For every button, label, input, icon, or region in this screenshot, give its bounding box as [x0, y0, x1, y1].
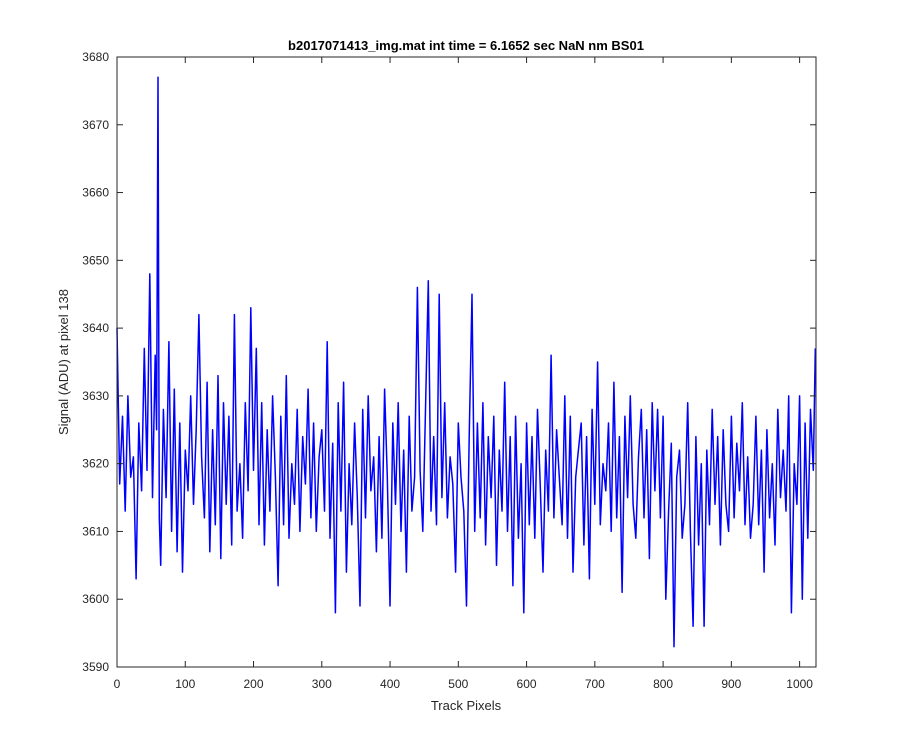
- x-tick-label: 600: [517, 677, 537, 691]
- x-tick-label: 900: [721, 677, 741, 691]
- axes-box: [116, 56, 817, 668]
- x-tick-label: 300: [312, 677, 332, 691]
- y-tick-label: 3660: [82, 186, 109, 200]
- y-tick-label: 3650: [82, 253, 109, 267]
- y-tick-label: 3640: [82, 321, 109, 335]
- x-tick-label: 100: [175, 677, 195, 691]
- y-tick-label: 3670: [82, 118, 109, 132]
- data-layer: [116, 76, 817, 648]
- signal-series-line: [116, 76, 817, 648]
- y-tick-label: 3630: [82, 389, 109, 403]
- chart-title: b2017071413_img.mat int time = 6.1652 se…: [288, 38, 644, 53]
- y-tick-label: 3610: [82, 524, 109, 538]
- y-tick-label: 3620: [82, 457, 109, 471]
- y-tick-label: 3680: [82, 50, 109, 64]
- y-tick-label: 3590: [82, 660, 109, 674]
- x-tick-label: 1000: [786, 677, 813, 691]
- x-tick-label: 800: [653, 677, 673, 691]
- y-tick-label: 3600: [82, 592, 109, 606]
- y-axis-label: Signal (ADU) at pixel 138: [56, 289, 71, 435]
- x-axis-label: Track Pixels: [431, 698, 502, 713]
- x-tick-label: 500: [448, 677, 468, 691]
- x-tick-label: 400: [380, 677, 400, 691]
- x-tick-label: 0: [114, 677, 121, 691]
- x-tick-label: 700: [585, 677, 605, 691]
- ticks-layer: 0 100 200 300 400 500 600 700 800 900 1000 3590 3600…: [82, 50, 816, 691]
- x-tick-label: 200: [244, 677, 264, 691]
